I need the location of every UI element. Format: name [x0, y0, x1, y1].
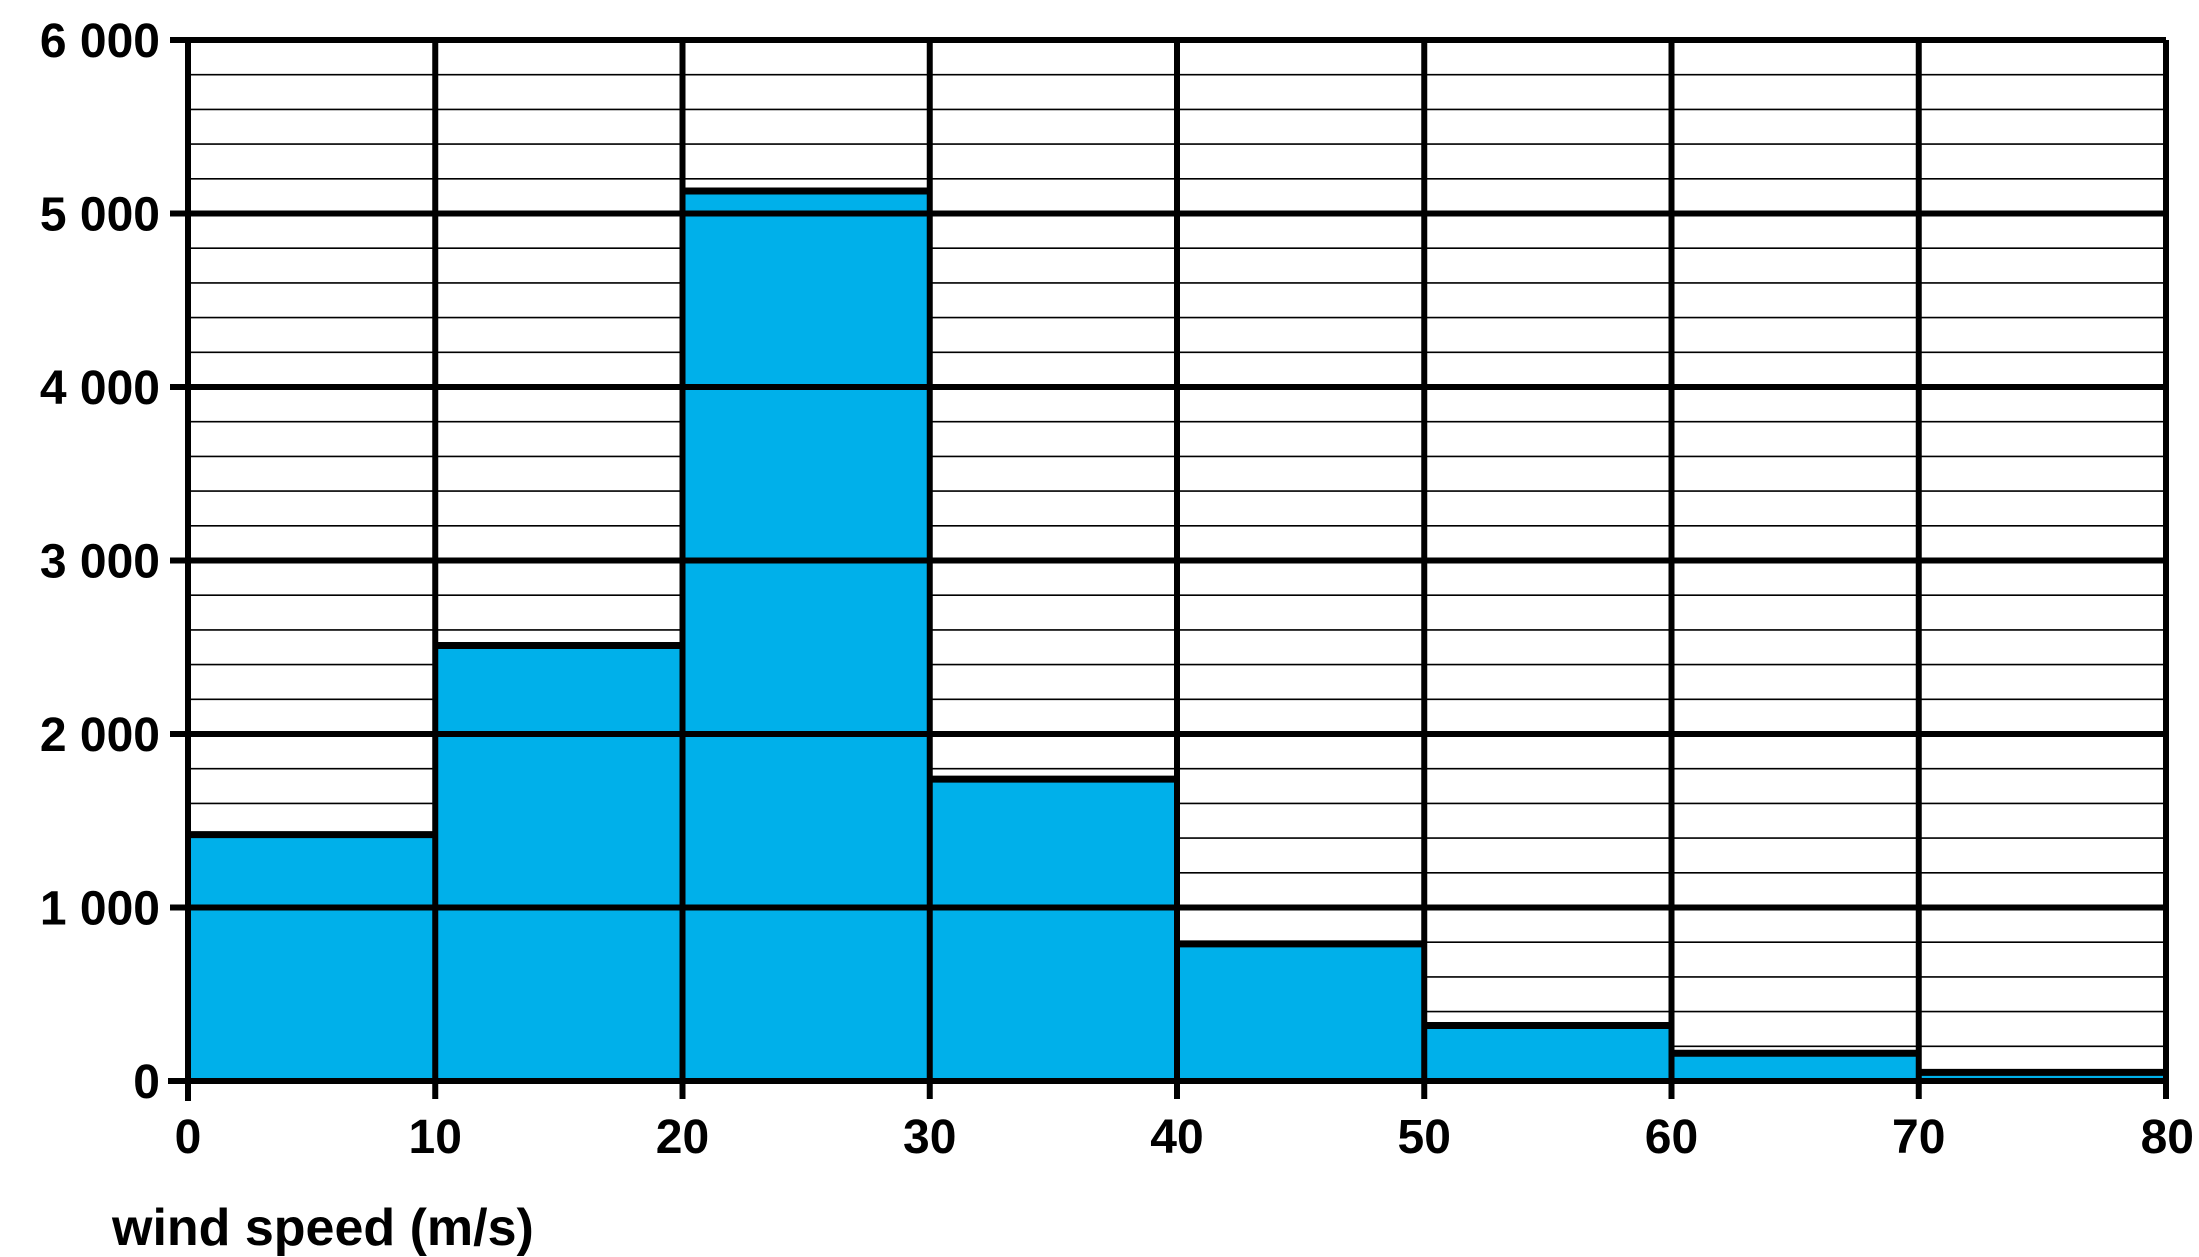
- histogram-bar: [929, 779, 1177, 1081]
- histogram-bars: [188, 187, 2166, 1081]
- y-tick-label: 1 000: [40, 883, 160, 936]
- x-axis-title: wind speed (m/s): [111, 1199, 534, 1257]
- y-tick-label: 5 000: [40, 189, 160, 242]
- x-tick-label: 60: [1645, 1111, 1698, 1164]
- major-gridlines: [188, 37, 2169, 1081]
- histogram-bar: [682, 190, 930, 1081]
- histogram-bar: [1671, 1053, 1919, 1081]
- x-tick-label: 50: [1398, 1111, 1451, 1164]
- y-tick-label: 4 000: [40, 362, 160, 415]
- y-tick-labels: 0 1 000 2 000 3 000 4 000 5 000 6 000: [40, 15, 160, 1109]
- histogram-bar: [188, 834, 436, 1081]
- x-tick-label: 40: [1150, 1111, 1203, 1164]
- y-tick-label: 0: [133, 1056, 160, 1109]
- histogram-bar: [435, 645, 683, 1081]
- x-tick-label: 80: [2141, 1111, 2194, 1164]
- x-tick-label: 70: [1892, 1111, 1945, 1164]
- y-tick-label: 2 000: [40, 709, 160, 762]
- x-tick-label: 10: [409, 1111, 462, 1164]
- histogram-bar: [1918, 1072, 2166, 1081]
- x-tick-label: 0: [175, 1111, 202, 1164]
- histogram-bar: [1424, 1025, 1672, 1081]
- x-tick-label: 30: [903, 1111, 956, 1164]
- y-tick-label: 3 000: [40, 536, 160, 589]
- x-tick-label: 20: [656, 1111, 709, 1164]
- x-tick-labels: 0 10 20 30 40 50 60 70 80: [175, 1111, 2194, 1164]
- axes: [168, 37, 2169, 1101]
- y-tick-label: 6 000: [40, 15, 160, 68]
- histogram-bar: [1177, 943, 1425, 1081]
